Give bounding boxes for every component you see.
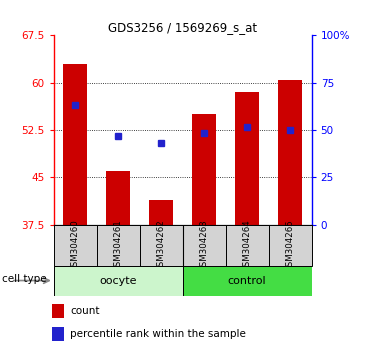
Bar	[52, 327, 63, 341]
Bar	[193, 114, 216, 225]
Text: GSM304260: GSM304260	[71, 219, 80, 272]
Bar	[150, 200, 173, 225]
Text: percentile rank within the sample: percentile rank within the sample	[70, 329, 246, 339]
Text: cell type: cell type	[2, 274, 46, 284]
FancyBboxPatch shape	[183, 225, 226, 266]
FancyBboxPatch shape	[54, 225, 97, 266]
Title: GDS3256 / 1569269_s_at: GDS3256 / 1569269_s_at	[108, 21, 257, 34]
Text: GSM304264: GSM304264	[243, 219, 252, 272]
Text: GSM304263: GSM304263	[200, 219, 209, 272]
FancyBboxPatch shape	[226, 225, 269, 266]
Text: GSM304261: GSM304261	[114, 219, 123, 272]
Bar	[235, 92, 259, 225]
FancyBboxPatch shape	[97, 225, 140, 266]
Text: GSM304265: GSM304265	[286, 219, 295, 272]
Text: count: count	[70, 306, 100, 316]
Text: control: control	[228, 275, 266, 286]
Bar	[278, 80, 302, 225]
Text: oocyte: oocyte	[99, 275, 137, 286]
FancyBboxPatch shape	[140, 225, 183, 266]
Text: GSM304262: GSM304262	[157, 219, 166, 272]
FancyBboxPatch shape	[183, 266, 312, 296]
Bar	[106, 171, 130, 225]
Bar	[63, 64, 87, 225]
Bar	[52, 304, 63, 318]
FancyBboxPatch shape	[269, 225, 312, 266]
FancyBboxPatch shape	[54, 266, 183, 296]
